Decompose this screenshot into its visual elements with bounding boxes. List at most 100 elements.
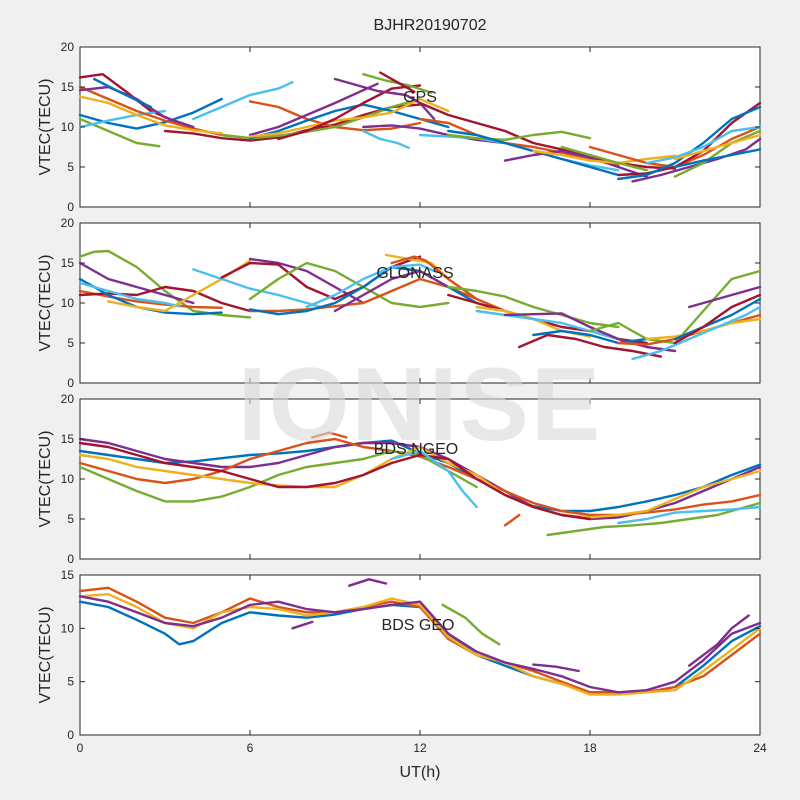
series-line (560, 145, 648, 172)
series-line (503, 312, 677, 353)
series-line (673, 148, 762, 169)
y-tick-label: 10 (61, 120, 75, 134)
x-tick-label: 6 (247, 741, 254, 755)
series-line (305, 263, 436, 309)
panel-1: 0 5 10 15 20 VTEC(TECU) GPS (37, 40, 762, 214)
series-line (248, 277, 478, 313)
series-line (78, 249, 252, 319)
y-tick-label: 10 (61, 621, 75, 635)
y-tick-label: 10 (61, 296, 75, 310)
y-axis-label: VTEC(TECU) (37, 79, 54, 176)
series-line (78, 441, 592, 521)
x-tick-label: 18 (583, 741, 597, 755)
series-group (78, 71, 762, 183)
series-line (78, 595, 762, 694)
y-axis-label: VTEC(TECU) (37, 431, 54, 528)
series-line (248, 257, 365, 305)
series-line (78, 445, 762, 519)
y-tick-label: 15 (61, 80, 75, 94)
series-line (688, 285, 762, 309)
series-line (248, 82, 379, 137)
series-line (673, 293, 762, 345)
series-line (78, 281, 181, 308)
series-line (532, 149, 677, 165)
series-line (362, 129, 410, 150)
series-line (503, 149, 648, 178)
series-line (532, 663, 580, 673)
y-tick-label: 15 (61, 432, 75, 446)
series-line (617, 505, 762, 525)
y-axis-label: VTEC(TECU) (37, 607, 54, 704)
series-line (78, 285, 252, 313)
series-line (78, 437, 762, 517)
series-line (248, 265, 507, 316)
series-line (518, 333, 662, 358)
series-line (673, 129, 762, 178)
y-tick-label: 0 (67, 552, 74, 566)
y-tick-label: 5 (67, 160, 74, 174)
series-line (418, 101, 677, 170)
series-line (673, 133, 762, 161)
plot-area (79, 574, 761, 736)
series-group (78, 249, 762, 361)
series-line (617, 101, 762, 177)
series-line (78, 95, 223, 135)
series-line (441, 603, 501, 646)
y-axis-label: VTEC(TECU) (37, 255, 54, 352)
panel-3: 0 5 10 15 20 VTEC(TECU) BDS NGEO (37, 392, 762, 566)
series-line (333, 269, 450, 313)
series-line (78, 289, 223, 309)
y-tick-label: 20 (61, 392, 75, 406)
y-tick-label: 0 (67, 200, 74, 214)
series-line (379, 71, 416, 94)
series-line (192, 80, 294, 121)
y-tick-label: 5 (67, 675, 74, 689)
series-line (92, 77, 153, 109)
panel-annotation: BDS GEO (382, 617, 455, 634)
series-line (390, 449, 478, 509)
series-line (673, 297, 762, 341)
series-line (333, 77, 436, 121)
y-tick-label: 5 (67, 512, 74, 526)
series-line (475, 309, 620, 341)
y-tick-label: 5 (67, 336, 74, 350)
series-group (78, 431, 762, 537)
series-line (532, 329, 648, 345)
x-axis-label: UT(h) (400, 764, 441, 781)
series-line (277, 84, 422, 141)
series-line (631, 305, 762, 361)
watermark-text: IONISE (238, 347, 603, 463)
series-group (78, 578, 762, 696)
series-line (418, 117, 620, 167)
series-line (291, 620, 314, 630)
series-line (447, 130, 592, 142)
x-tick-label: 12 (413, 741, 427, 755)
x-tick-label: 0 (77, 741, 84, 755)
panel-4: 0 6 12 18 24 0 5 10 15 VTEC(TECU) BDS GEO (37, 568, 767, 755)
series-line (78, 109, 167, 129)
panel-annotation: BDS NGEO (374, 441, 458, 458)
y-tick-label: 15 (61, 256, 75, 270)
figure-title: BJHR20190702 (374, 17, 487, 34)
series-line (248, 103, 450, 140)
panel-annotation: GPS (403, 89, 437, 106)
series-line (503, 513, 521, 527)
series-line (248, 261, 450, 309)
series-line (447, 285, 620, 329)
panel-2: 0 5 10 15 20 VTEC(TECU) GLONASS (37, 216, 762, 390)
series-line (688, 614, 750, 667)
y-tick-label: 0 (67, 376, 74, 390)
panels: 0 5 10 15 20 VTEC(TECU) GPS 0 5 10 15 20 VTEC(TECU) G… (37, 40, 767, 755)
series-line (645, 125, 762, 165)
series-line (311, 431, 348, 439)
y-tick-label: 15 (61, 568, 75, 582)
y-tick-label: 20 (61, 40, 75, 54)
series-line (192, 268, 322, 309)
series-line (645, 317, 762, 341)
series-line (362, 124, 507, 145)
series-line (78, 261, 195, 305)
plot-area (79, 46, 761, 208)
series-line (348, 578, 388, 587)
y-tick-label: 20 (61, 216, 75, 230)
